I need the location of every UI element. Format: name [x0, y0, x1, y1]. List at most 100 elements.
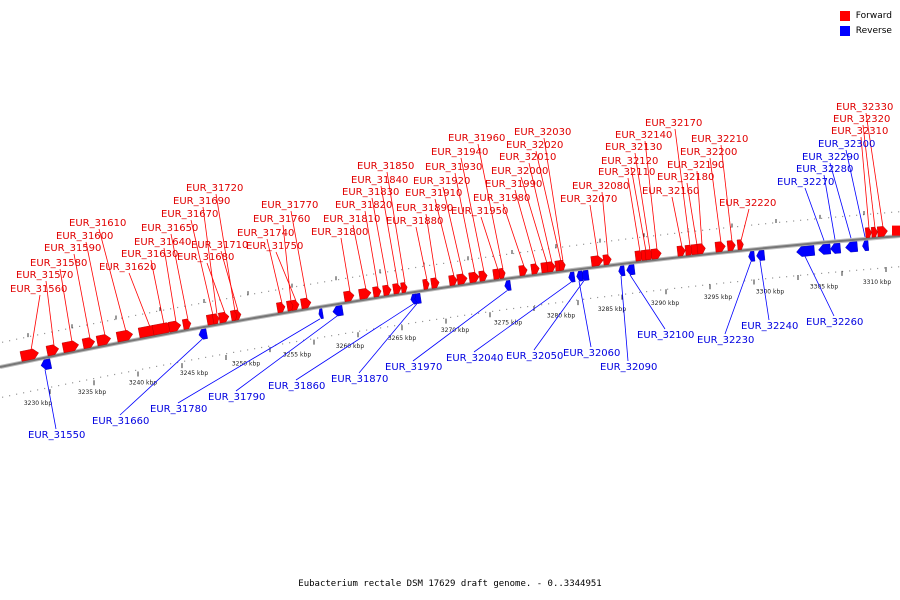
forward-gene-label: EUR_32220 — [719, 198, 776, 209]
forward-gene-arrow — [864, 227, 872, 239]
tick-label: 3300 kbp — [756, 289, 784, 296]
scale-dot-lower — [408, 323, 410, 325]
forward-gene-arrow — [714, 241, 726, 253]
scale-dot-lower — [30, 390, 32, 392]
scale-dot-lower — [842, 270, 844, 273]
scale-dot-lower — [79, 380, 81, 382]
reverse-leader-line — [845, 149, 866, 237]
scale-dot-lower — [366, 329, 368, 331]
forward-gene-arrow — [61, 340, 79, 354]
scale-dot-lower — [604, 296, 606, 298]
scale-dot-upper — [541, 249, 543, 251]
gene-labels: EUR_31560EUR_31570EUR_31580EUR_31590EUR_… — [10, 102, 893, 441]
forward-gene-arrow — [358, 288, 372, 300]
forward-leader-line — [275, 251, 297, 302]
forward-gene-label: EUR_31740 — [237, 228, 294, 239]
scale-dot-lower — [37, 389, 39, 391]
scale-dot-lower — [681, 287, 683, 289]
scale-dot-upper — [653, 235, 655, 237]
forward-gene-label: EUR_32320 — [833, 114, 890, 125]
scale-dot-lower — [436, 318, 438, 320]
forward-gene-label: EUR_32020 — [506, 140, 563, 151]
scale-dot-lower — [758, 278, 760, 280]
scale-dot-lower — [317, 337, 319, 339]
scale-dot-lower — [394, 325, 396, 327]
forward-leader-line — [59, 268, 73, 343]
forward-gene-label: EUR_32160 — [642, 186, 699, 197]
forward-gene-arrow — [392, 283, 402, 295]
forward-gene-arrow — [448, 274, 458, 287]
forward-gene-arrow — [676, 245, 686, 257]
forward-gene-label: EUR_31570 — [16, 270, 73, 281]
scale-dot-lower — [632, 292, 634, 294]
scale-dot-lower — [51, 386, 53, 388]
scale-dot-upper — [324, 281, 326, 283]
scale-dot-lower — [723, 282, 725, 284]
scale-dot-upper — [765, 223, 767, 225]
reverse-gene-label: EUR_32040 — [446, 353, 503, 364]
tick-label: 3240 kbp — [129, 379, 157, 386]
scale-dot-lower — [555, 302, 557, 304]
forward-gene-arrow — [456, 273, 468, 285]
scale-dot-lower — [702, 284, 704, 286]
reverse-gene-arrow — [862, 240, 870, 252]
scale-dot-lower — [114, 373, 116, 376]
scale-dot-upper — [282, 288, 284, 290]
forward-gene-arrow — [276, 302, 286, 314]
reverse-gene-arrow — [414, 292, 422, 304]
reverse-leader-line — [620, 275, 629, 362]
scale-dot-lower — [296, 340, 298, 343]
reverse-gene-label: EUR_32260 — [806, 317, 863, 328]
scale-dot-upper — [268, 290, 270, 292]
scale-dot-upper — [156, 310, 158, 312]
scale-dot-upper — [107, 320, 109, 322]
scale-dot-lower — [751, 279, 753, 281]
scale-dot-lower — [324, 336, 326, 338]
label-leaders — [30, 112, 884, 430]
scale-dot-upper — [121, 317, 123, 319]
forward-leader-line — [150, 259, 165, 325]
scale-dot-lower — [653, 290, 655, 292]
forward-leader-line — [862, 124, 876, 229]
forward-gene-arrow — [590, 255, 604, 267]
scale-dot-upper — [65, 328, 67, 330]
scale-dot-upper — [163, 309, 165, 311]
forward-leader-line — [686, 182, 698, 246]
scale-dot-lower — [142, 368, 144, 370]
scale-dot-lower — [86, 379, 88, 381]
forward-gene-label: EUR_31920 — [413, 176, 470, 187]
forward-leader-line — [480, 216, 499, 271]
scale-dot-upper — [198, 303, 200, 305]
reverse-leader-line — [533, 280, 585, 351]
scale-dot-upper — [814, 218, 816, 220]
scale-dot-lower — [660, 289, 662, 291]
legend-item-forward: Forward — [839, 8, 892, 23]
forward-gene-arrow — [167, 320, 182, 333]
scale-dot-lower — [548, 303, 550, 305]
forward-leader-line — [634, 152, 651, 251]
scale-dot-lower — [464, 314, 466, 316]
reverse-gene-label: EUR_31790 — [208, 392, 265, 403]
reverse-gene-arrow — [756, 249, 766, 261]
forward-gene-arrow — [218, 311, 230, 324]
forward-gene-label: EUR_31890 — [396, 203, 453, 214]
forward-leader-line — [709, 157, 722, 243]
forward-leader-line — [128, 272, 151, 328]
scale-dot-upper — [275, 289, 277, 291]
forward-gene-label: EUR_31830 — [342, 187, 399, 198]
scale-dot-lower — [870, 268, 872, 270]
scale-dot-upper — [723, 227, 725, 229]
scale-dot-lower — [828, 272, 830, 274]
scale-dot-lower — [520, 306, 522, 309]
forward-leader-line — [190, 219, 214, 316]
reverse-leader-line — [804, 187, 825, 241]
forward-leader-line — [502, 203, 525, 267]
scale-dot-lower — [821, 272, 823, 274]
forward-leader-line — [202, 206, 218, 315]
scale-dot-upper — [849, 215, 851, 217]
scale-dot-upper — [93, 323, 95, 325]
reverse-gene-arrow — [332, 305, 344, 317]
scale-dot-lower — [856, 269, 858, 271]
forward-gene-arrow — [498, 268, 506, 279]
forward-gene-arrow — [382, 284, 392, 296]
